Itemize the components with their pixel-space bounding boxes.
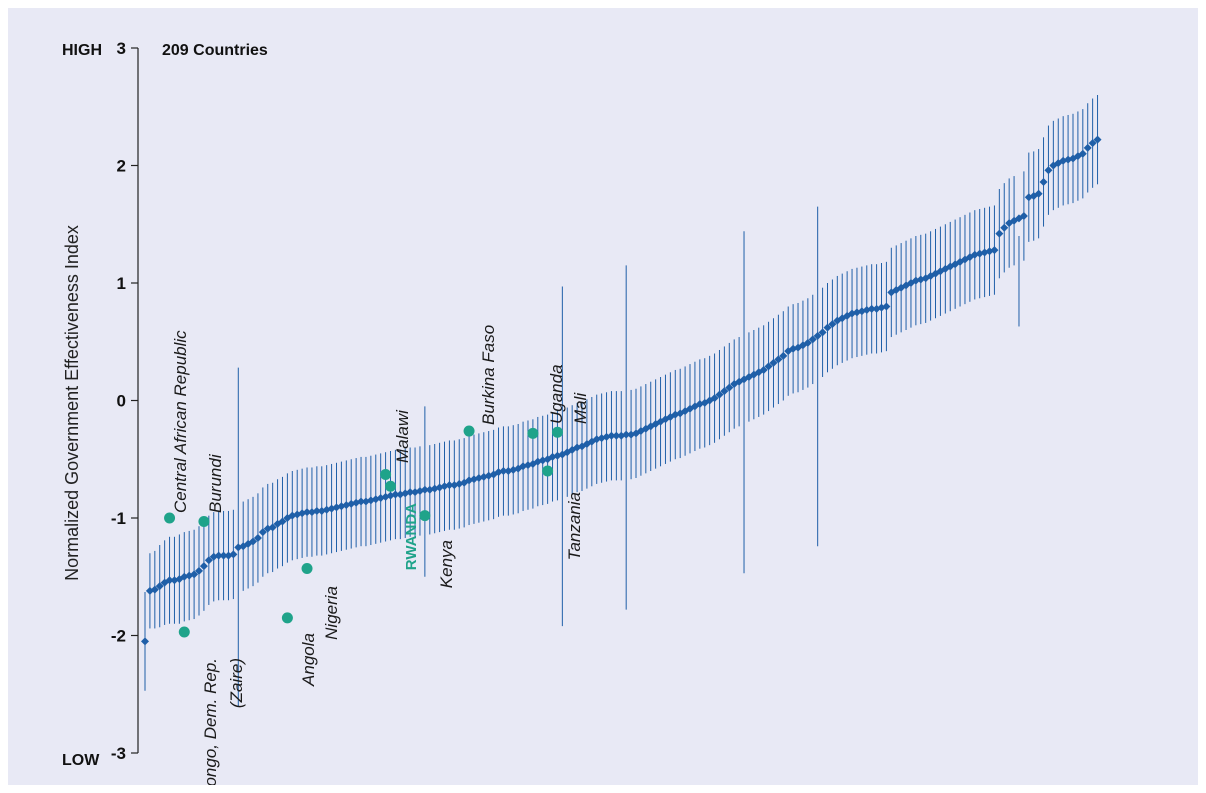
country-label: Uganda [547,364,566,424]
data-point [249,537,258,546]
data-point [710,394,719,403]
data-point [725,383,734,392]
country-label: Mali [571,392,590,424]
y-axis-label: Normalized Government Effectiveness Inde… [62,225,82,581]
data-point [190,570,199,579]
data-point [258,528,267,537]
data-point [1000,223,1009,232]
data-point [141,637,149,646]
data-point [199,562,208,571]
country-label: Congo, Dem. Rep. (Zaire) [201,658,246,785]
y-tick-label: -1 [111,509,126,528]
country-label: Burkina Faso [479,325,498,425]
data-point [808,335,817,344]
highlight-point [463,425,475,437]
data-point [195,566,204,575]
country-label: Angola [299,633,318,687]
data-point [867,304,876,313]
data-point [214,551,223,560]
country-label: Kenya [437,540,456,588]
data-point [823,323,832,332]
y-tick-label: 2 [117,157,126,176]
data-point [990,246,999,255]
highlight-point [551,426,563,438]
highlight-point [164,512,176,524]
data-point [268,523,277,532]
data-point [715,390,724,399]
data-point [278,517,287,526]
data-point [759,365,768,374]
country-label: Malawi [393,409,412,463]
data-point [818,328,827,337]
data-point [828,320,837,329]
country-label: Burundi [206,453,225,513]
data-point [150,585,159,594]
highlight-point [281,612,293,624]
y-tick-label: -3 [111,744,126,763]
data-point [312,506,321,515]
data-point [720,387,729,396]
data-point [253,533,262,542]
data-point [882,302,891,311]
data-point [1039,177,1048,186]
data-point [769,358,778,367]
y-tick-label: 1 [117,274,126,293]
data-point [420,485,429,494]
data-point [229,550,238,559]
country-label: Central African Republic [171,330,190,513]
data-point [1093,135,1102,144]
data-point [219,551,228,560]
data-point [622,430,631,439]
highlight-point [542,465,554,477]
chart-svg: Normalized Government Effectiveness Inde… [62,39,1102,785]
data-point [764,362,773,371]
highlight-point [527,427,539,439]
data-point [779,351,788,360]
data-point [607,431,616,440]
data-point [813,331,822,340]
data-point [946,262,955,271]
data-point [1088,139,1097,148]
data-point [1078,149,1087,158]
data-point [995,229,1004,238]
highlight-point [178,626,190,638]
data-point [499,467,508,475]
y-tick-label: 0 [117,392,126,411]
chart-frame: Normalized Government Effectiveness Inde… [8,8,1198,785]
data-point [303,508,312,517]
highlight-point [301,563,313,575]
data-point [774,355,783,364]
highlight-point [419,510,431,522]
y-tick-label: 3 [117,39,126,58]
data-point [391,490,400,499]
data-point [204,556,213,565]
data-point [1083,143,1092,152]
country-count-label: 209 Countries [162,42,268,59]
data-point [406,488,415,497]
data-point [612,431,621,440]
data-point [1019,212,1028,221]
y-low-label: LOW [62,752,100,769]
country-label: RWANDA [403,503,420,570]
highlight-point [380,469,392,481]
data-point [803,338,812,347]
data-point [445,481,454,490]
country-label: Nigeria [322,586,341,640]
data-point [357,497,366,506]
data-point [1024,193,1033,202]
data-point [1034,189,1043,198]
highlight-point [198,516,210,528]
highlight-point [385,480,396,492]
y-tick-label: -2 [111,627,126,646]
data-point [165,576,174,585]
data-point [155,582,164,591]
data-point [1044,166,1053,175]
country-label: Tanzania [565,492,584,560]
y-high-label: HIGH [62,42,102,59]
